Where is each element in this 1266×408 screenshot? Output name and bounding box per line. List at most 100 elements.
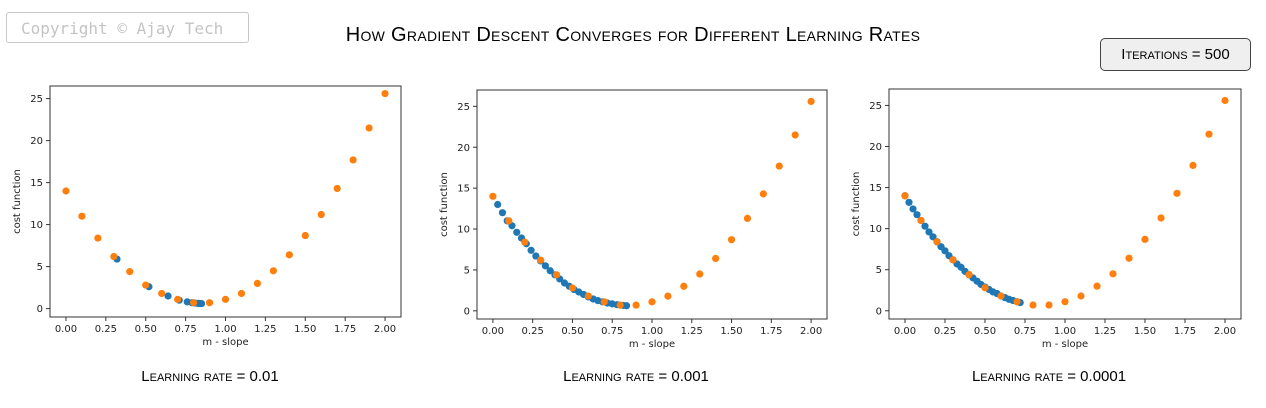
x-tick-label: 1.25 <box>681 326 703 337</box>
y-tick-label: 15 <box>30 178 43 189</box>
y-tick-label: 20 <box>457 143 470 154</box>
cost-curve-point <box>78 212 86 220</box>
cost-curve-point <box>269 267 277 275</box>
x-tick-label: 2.00 <box>800 326 822 337</box>
x-tick-label: 1.25 <box>1094 326 1116 337</box>
descent-path-point <box>527 246 535 254</box>
cost-curve-point <box>94 234 102 242</box>
x-tick-label: 1.00 <box>1054 326 1076 337</box>
x-tick-label: 0.00 <box>55 324 77 335</box>
cost-curve-point <box>1045 301 1053 309</box>
scatter-chart-lr-0-01: 0.00 0.25 0.50 0.75 1.00 1.25 1.50 1.75 2.00 0 5 10… <box>12 85 402 348</box>
x-tick-label: 2.00 <box>374 324 396 335</box>
x-tick-label: 0.00 <box>482 326 504 337</box>
cost-curve-point <box>1141 235 1149 243</box>
cost-curve-point <box>1173 189 1181 197</box>
x-axis-label: m - slope <box>1042 339 1088 350</box>
x-tick-label: 1.00 <box>214 324 236 335</box>
y-tick-label: 15 <box>457 184 470 195</box>
cost-curve-point <box>1205 130 1213 138</box>
cost-curve-series <box>901 96 1229 309</box>
cost-curve-point <box>1189 161 1197 169</box>
cost-curve-point <box>1221 96 1229 105</box>
cost-curve-point <box>775 162 783 170</box>
cost-curve-point <box>616 301 624 309</box>
cost-curve-point <box>1109 270 1117 278</box>
y-tick-label: 0 <box>464 306 470 317</box>
y-tick-label: 25 <box>30 94 43 105</box>
descent-path-point <box>622 302 631 310</box>
cost-curve-point <box>126 268 134 276</box>
cost-curve-point <box>664 292 672 300</box>
y-tick-label: 25 <box>457 102 470 113</box>
cost-curve-point <box>552 271 561 279</box>
cost-curve-point <box>349 156 357 164</box>
cost-curve-point <box>62 187 70 195</box>
y-axis-label: cost function <box>851 172 862 237</box>
copyright-notice: Copyright © Ajay Tech <box>6 12 249 43</box>
y-tick-label: 5 <box>464 265 470 276</box>
cost-curve-point <box>365 124 373 132</box>
cost-curve-point <box>965 271 973 279</box>
x-tick-label: 1.50 <box>720 326 742 337</box>
cost-curve-point <box>1093 282 1101 290</box>
cost-curve-point <box>237 289 246 298</box>
x-tick-label: 0.00 <box>894 326 916 337</box>
cost-curve-point <box>1125 254 1133 262</box>
cost-curve-point <box>301 231 309 240</box>
descent-path-point <box>197 299 206 308</box>
cost-curve-point <box>189 299 198 307</box>
x-tick-label: 1.75 <box>1174 326 1196 337</box>
cost-curve-point <box>142 281 150 289</box>
x-axis-label: m - slope <box>202 337 248 348</box>
descent-path-point <box>905 198 913 206</box>
plot-frame <box>888 88 1242 320</box>
y-axis-label: cost function <box>439 172 450 237</box>
cost-curve-point <box>110 252 118 261</box>
x-tick-label: 0.75 <box>1014 326 1036 337</box>
y-tick-label: 20 <box>30 136 43 147</box>
descent-path-point <box>541 262 550 270</box>
x-tick-label: 0.25 <box>522 326 544 337</box>
y-tick-label: 5 <box>37 262 43 273</box>
x-tick-label: 2.00 <box>1214 326 1236 337</box>
cost-curve-series <box>62 89 389 307</box>
descent-path-series <box>901 192 1024 307</box>
cost-curve-point <box>1013 298 1021 306</box>
cost-curve-point <box>712 254 720 263</box>
y-tick-label: 15 <box>869 183 882 194</box>
cost-curve-point <box>285 251 293 259</box>
x-tick-label: 1.25 <box>254 324 276 335</box>
cost-curve-point <box>759 190 767 198</box>
descent-path-point <box>909 205 917 213</box>
x-tick-label: 0.75 <box>601 326 623 337</box>
cost-curve-point <box>1077 292 1085 300</box>
y-tick-label: 20 <box>869 142 882 153</box>
cost-curve-point <box>537 256 545 264</box>
cost-curve-point <box>174 295 182 303</box>
cost-curve-point <box>489 192 497 200</box>
cost-curve-point <box>253 279 262 287</box>
cost-curve-point <box>1061 298 1069 306</box>
descent-path-point <box>498 209 507 217</box>
x-tick-label: 1.75 <box>760 326 782 337</box>
cost-curve-point <box>333 184 341 193</box>
y-tick-label: 0 <box>876 306 882 317</box>
cost-curve-point <box>158 289 166 298</box>
descent-path-point <box>532 252 540 260</box>
cost-curve-point <box>933 238 941 246</box>
descent-path-point <box>494 200 502 209</box>
cost-curve-series <box>489 97 815 309</box>
cost-curve-point <box>680 282 688 290</box>
cost-curve-point <box>221 295 230 303</box>
cost-curve-point <box>600 298 608 306</box>
descent-path-point <box>941 247 949 255</box>
x-tick-label: 0.50 <box>135 324 157 335</box>
x-axis-label: m - slope <box>629 339 675 350</box>
learning-rate-caption-0-0001: Learning rate = 0.0001 <box>971 368 1127 385</box>
x-tick-label: 1.75 <box>334 324 356 335</box>
cost-curve-point <box>791 131 799 139</box>
cost-curve-point <box>807 97 815 106</box>
cost-curve-point <box>696 270 704 278</box>
